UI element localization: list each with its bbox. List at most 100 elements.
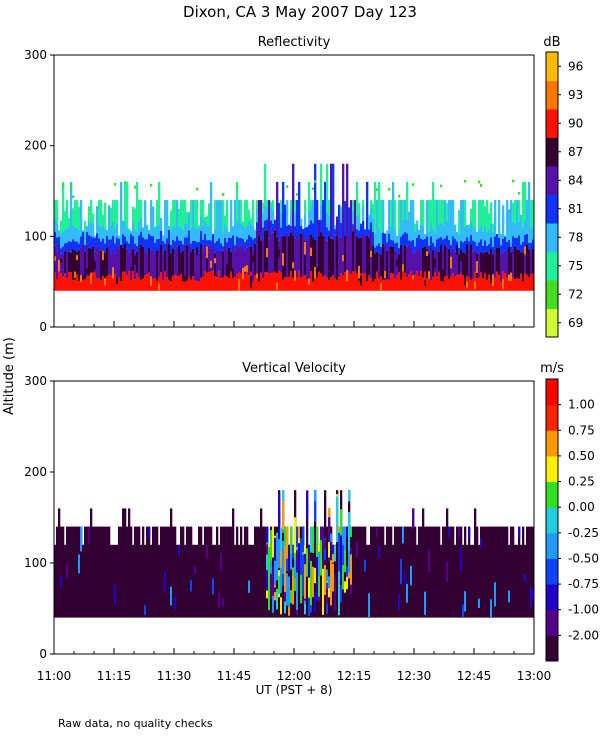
reflectivity-cell [286, 225, 289, 233]
reflectivity-cell [284, 204, 287, 237]
reflectivity-cell [446, 246, 449, 277]
reflectivity-cell [522, 221, 525, 243]
velocity-cell [160, 526, 163, 618]
reflectivity-cell [454, 276, 457, 291]
reflectivity-cell [118, 235, 121, 239]
reflectivity-cell [484, 206, 487, 227]
reflectivity-cell [72, 249, 75, 281]
reflectivity-cell [394, 278, 397, 291]
reflectivity-cell [210, 181, 213, 227]
reflectivity-x-ticks [53, 321, 535, 327]
reflectivity-cell [380, 283, 383, 291]
velocity-cell [394, 526, 397, 618]
reflectivity-cell [114, 182, 117, 186]
reflectivity-cell [532, 239, 534, 249]
reflectivity-cell [408, 274, 411, 291]
velocity-cell [402, 526, 405, 618]
reflectivity-cell [214, 200, 217, 230]
reflectivity-cell [390, 246, 393, 274]
velocity-cell [286, 526, 289, 618]
velocity-cell [202, 544, 205, 618]
velocity-cell [220, 526, 223, 618]
reflectivity-cell [340, 272, 343, 291]
velocity-cell [486, 526, 489, 618]
velocity-cell [370, 526, 373, 618]
velocity-cell [200, 526, 203, 618]
reflectivity-cell [124, 222, 127, 237]
y-axis-label: Altitude (m) [2, 337, 17, 415]
velocity-cell [218, 592, 221, 608]
reflectivity-cell [208, 272, 211, 291]
reflectivity-cell [388, 187, 391, 191]
reflectivity-cell [108, 274, 111, 291]
reflectivity-cell [414, 223, 417, 233]
reflectivity-cell [402, 234, 405, 249]
reflectivity-cell [276, 282, 279, 290]
reflectivity-cell [114, 227, 117, 244]
reflectivity-cell [160, 252, 163, 262]
velocity-cell [518, 526, 521, 538]
reflectivity-cell [336, 230, 339, 280]
reflectivity-cell [98, 247, 101, 279]
reflectivity-cell [470, 279, 473, 291]
reflectivity-cell [508, 239, 511, 247]
velocity-cell [290, 549, 293, 570]
reflectivity-cell [194, 240, 197, 252]
y-tick-label: 300 [24, 48, 47, 62]
reflectivity-cell [268, 238, 271, 274]
reflectivity-cell [524, 247, 527, 274]
velocity-cell [176, 544, 179, 618]
reflectivity-cell [522, 281, 525, 291]
reflectivity-cell [70, 272, 73, 291]
reflectivity-cell [286, 210, 289, 226]
velocity-cell [164, 571, 167, 593]
reflectivity-cell [172, 275, 175, 291]
reflectivity-cell [134, 279, 137, 291]
reflectivity-cell [164, 200, 167, 230]
reflectivity-cell [294, 200, 297, 213]
reflectivity-cell [440, 281, 443, 291]
reflectivity-cell [378, 243, 381, 253]
reflectivity-cell [458, 247, 461, 255]
reflectivity-cell [82, 232, 85, 245]
reflectivity-cell [282, 279, 285, 291]
reflectivity-cell [420, 222, 423, 239]
reflectivity-cell [192, 227, 195, 241]
reflectivity-cell [302, 229, 305, 236]
reflectivity-cell [164, 271, 167, 291]
reflectivity-cell [188, 230, 191, 244]
reflectivity-cell [248, 209, 251, 222]
reflectivity-cell [272, 223, 275, 233]
reflectivity-cell [140, 200, 143, 218]
reflectivity-cell [352, 224, 355, 232]
reflectivity-cell [186, 245, 189, 281]
reflectivity-cell [500, 233, 503, 246]
reflectivity-cell [446, 235, 449, 247]
velocity-cell [338, 532, 341, 572]
reflectivity-cell [264, 220, 267, 232]
reflectivity-cell [370, 203, 373, 223]
reflectivity-cell [358, 209, 361, 231]
reflectivity-cell [232, 235, 235, 246]
velocity-cell [284, 591, 287, 613]
colorbar-swatch [546, 430, 558, 457]
reflectivity-cell [56, 279, 59, 291]
reflectivity-cell [390, 239, 393, 247]
velocity-cell [194, 544, 197, 618]
reflectivity-cell [394, 250, 397, 279]
colorbar-frame [545, 378, 559, 662]
reflectivity-cell [214, 253, 217, 277]
velocity-cell [374, 526, 377, 618]
reflectivity-cell [62, 181, 65, 233]
velocity-cell [494, 582, 497, 607]
reflectivity-cell [392, 240, 395, 247]
reflectivity-cell [182, 200, 185, 231]
reflectivity-cell [196, 247, 199, 256]
reflectivity-cell [456, 247, 459, 276]
reflectivity-cell [454, 224, 457, 226]
velocity-cell [350, 555, 353, 585]
reflectivity-cell [438, 271, 441, 291]
reflectivity-cell [202, 239, 205, 251]
reflectivity-cell [326, 240, 329, 278]
reflectivity-cell [348, 233, 351, 272]
